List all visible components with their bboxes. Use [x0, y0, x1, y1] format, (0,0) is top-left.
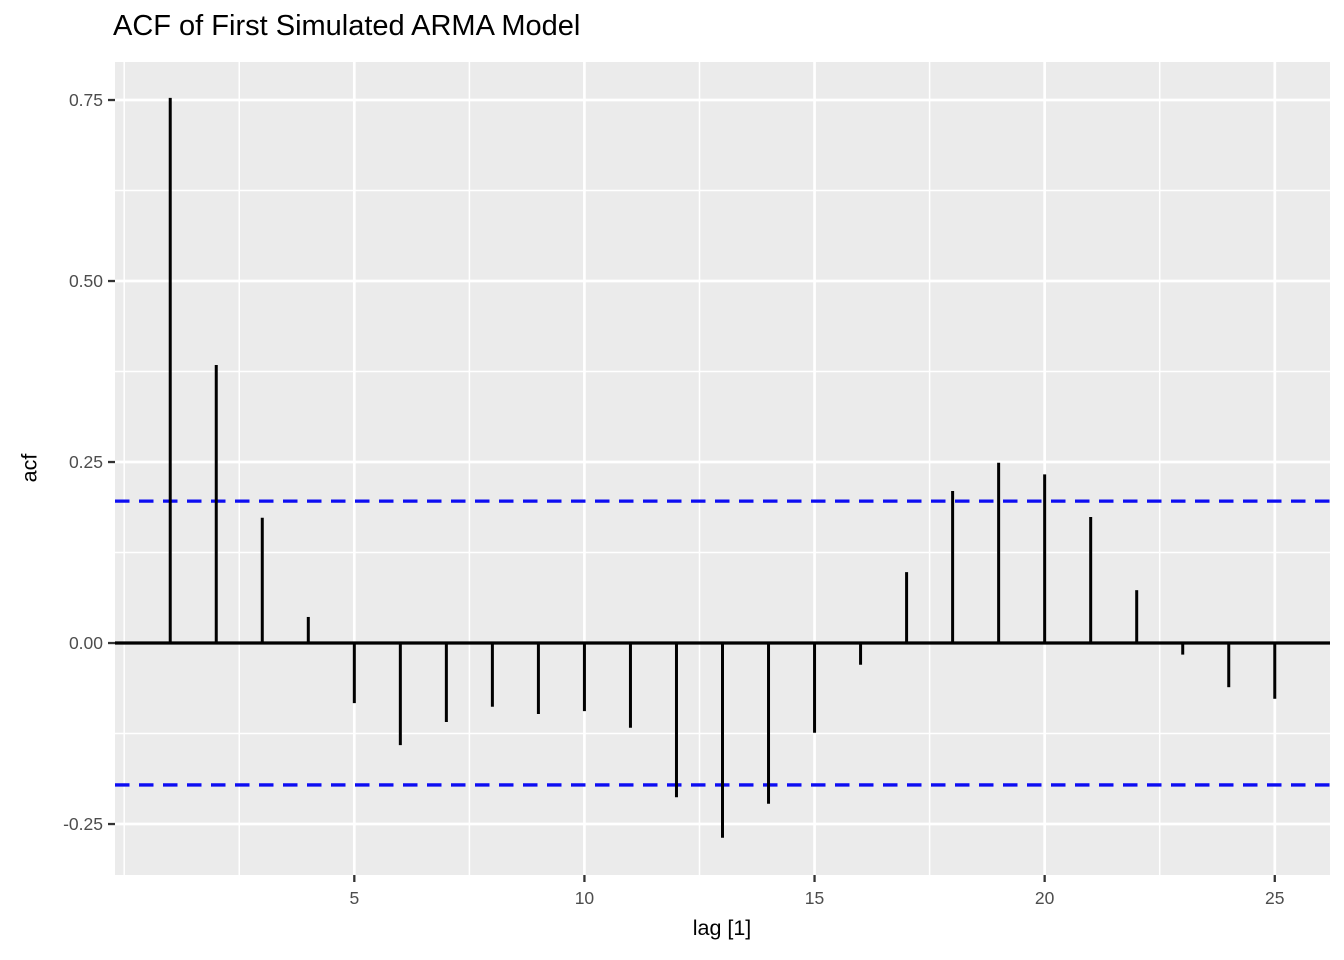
- plot-title: ACF of First Simulated ARMA Model: [113, 10, 581, 42]
- x-axis-title: lag [1]: [692, 916, 752, 940]
- x-tick-label: 5: [349, 888, 359, 908]
- y-tick-label: 0.00: [69, 633, 103, 653]
- y-tick-label: 0.75: [69, 90, 103, 110]
- y-tick-label: 0.25: [69, 452, 103, 472]
- x-tick-label: 15: [805, 888, 824, 908]
- x-tick-label: 25: [1265, 888, 1284, 908]
- y-tick-label: -0.25: [63, 814, 103, 834]
- y-tick-label: 0.50: [69, 271, 103, 291]
- y-axis-title: acf: [17, 453, 42, 483]
- x-tick-label: 10: [575, 888, 595, 908]
- x-tick-label: 20: [1035, 888, 1055, 908]
